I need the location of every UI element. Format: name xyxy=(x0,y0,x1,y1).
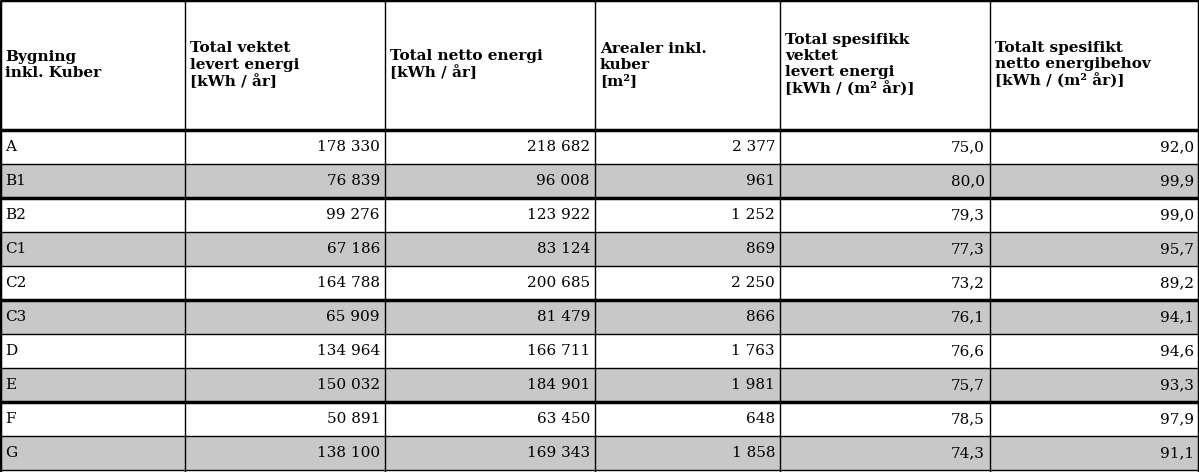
Text: E: E xyxy=(5,378,16,392)
Text: 83 124: 83 124 xyxy=(537,242,590,256)
Text: 94,1: 94,1 xyxy=(1159,310,1194,324)
Text: 2 377: 2 377 xyxy=(731,140,775,154)
Bar xyxy=(0,164,1199,198)
Text: 89,2: 89,2 xyxy=(1159,276,1194,290)
Text: C2: C2 xyxy=(5,276,26,290)
Text: B1: B1 xyxy=(5,174,26,188)
Text: 99,0: 99,0 xyxy=(1159,208,1194,222)
Text: 74,3: 74,3 xyxy=(951,446,986,460)
Text: 123 922: 123 922 xyxy=(526,208,590,222)
Text: 79,3: 79,3 xyxy=(951,208,986,222)
Text: 200 685: 200 685 xyxy=(526,276,590,290)
Text: 169 343: 169 343 xyxy=(526,446,590,460)
Text: 63 450: 63 450 xyxy=(537,412,590,426)
Text: 81 479: 81 479 xyxy=(537,310,590,324)
Text: 93,3: 93,3 xyxy=(1161,378,1194,392)
Text: Total netto energi
[kWh / år]: Total netto energi [kWh / år] xyxy=(390,50,543,81)
Text: 218 682: 218 682 xyxy=(526,140,590,154)
Text: F: F xyxy=(5,412,16,426)
Text: 866: 866 xyxy=(746,310,775,324)
Bar xyxy=(0,470,1199,472)
Text: C1: C1 xyxy=(5,242,26,256)
Text: Bygning
inkl. Kuber: Bygning inkl. Kuber xyxy=(5,50,101,80)
Text: 50 891: 50 891 xyxy=(326,412,380,426)
Text: 1 763: 1 763 xyxy=(731,344,775,358)
Bar xyxy=(0,130,1199,164)
Text: 65 909: 65 909 xyxy=(326,310,380,324)
Text: 961: 961 xyxy=(746,174,775,188)
Text: Totalt spesifikt
netto energibehov
[kWh / (m² år)]: Totalt spesifikt netto energibehov [kWh … xyxy=(995,41,1151,89)
Bar xyxy=(0,334,1199,368)
Text: 96 008: 96 008 xyxy=(536,174,590,188)
Text: 97,9: 97,9 xyxy=(1159,412,1194,426)
Text: 138 100: 138 100 xyxy=(317,446,380,460)
Bar xyxy=(0,300,1199,334)
Text: 134 964: 134 964 xyxy=(317,344,380,358)
Text: A: A xyxy=(5,140,16,154)
Text: Total vektet
levert energi
[kWh / år]: Total vektet levert energi [kWh / år] xyxy=(189,42,300,89)
Text: 164 788: 164 788 xyxy=(317,276,380,290)
Bar xyxy=(0,368,1199,402)
Bar xyxy=(0,198,1199,232)
Text: 75,7: 75,7 xyxy=(951,378,986,392)
Bar xyxy=(0,232,1199,266)
Text: 75,0: 75,0 xyxy=(951,140,986,154)
Text: Arealer inkl.
kuber
[m²]: Arealer inkl. kuber [m²] xyxy=(600,42,706,88)
Text: 76 839: 76 839 xyxy=(327,174,380,188)
Text: B2: B2 xyxy=(5,208,26,222)
Text: 94,6: 94,6 xyxy=(1159,344,1194,358)
Text: G: G xyxy=(5,446,17,460)
Text: 869: 869 xyxy=(746,242,775,256)
Text: 80,0: 80,0 xyxy=(951,174,986,188)
Text: 1 252: 1 252 xyxy=(731,208,775,222)
Text: 77,3: 77,3 xyxy=(951,242,986,256)
Text: 76,1: 76,1 xyxy=(951,310,986,324)
Text: 95,7: 95,7 xyxy=(1161,242,1194,256)
Text: 91,1: 91,1 xyxy=(1159,446,1194,460)
Text: 166 711: 166 711 xyxy=(526,344,590,358)
Text: 2 250: 2 250 xyxy=(731,276,775,290)
Text: 67 186: 67 186 xyxy=(326,242,380,256)
Bar xyxy=(0,0,1199,130)
Text: 78,5: 78,5 xyxy=(951,412,986,426)
Bar xyxy=(0,266,1199,300)
Bar xyxy=(0,436,1199,470)
Text: 648: 648 xyxy=(746,412,775,426)
Text: 1 981: 1 981 xyxy=(731,378,775,392)
Text: 73,2: 73,2 xyxy=(951,276,986,290)
Text: 76,6: 76,6 xyxy=(951,344,986,358)
Text: Total spesifikk
vektet
levert energi
[kWh / (m² år)]: Total spesifikk vektet levert energi [kW… xyxy=(785,33,915,97)
Text: 99,9: 99,9 xyxy=(1159,174,1194,188)
Text: D: D xyxy=(5,344,17,358)
Bar xyxy=(0,402,1199,436)
Text: 150 032: 150 032 xyxy=(317,378,380,392)
Text: C3: C3 xyxy=(5,310,26,324)
Text: 1 858: 1 858 xyxy=(731,446,775,460)
Text: 184 901: 184 901 xyxy=(526,378,590,392)
Text: 92,0: 92,0 xyxy=(1159,140,1194,154)
Text: 178 330: 178 330 xyxy=(317,140,380,154)
Text: 99 276: 99 276 xyxy=(326,208,380,222)
